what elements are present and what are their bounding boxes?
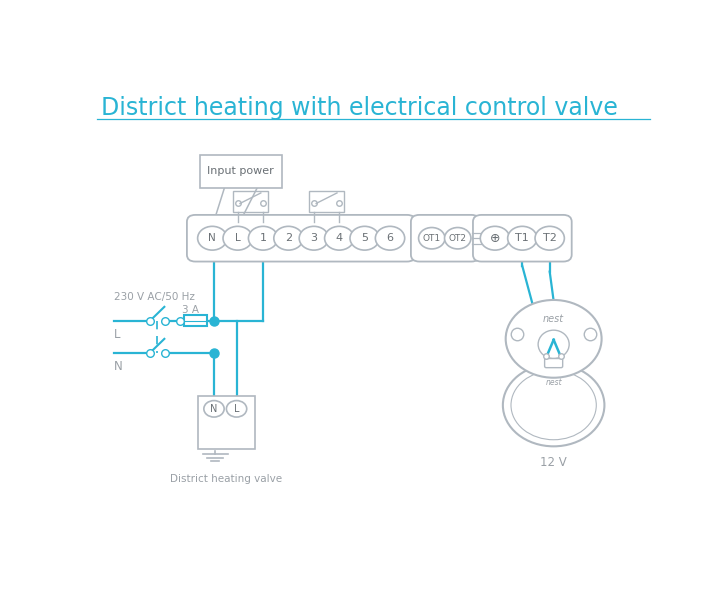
Circle shape bbox=[197, 226, 227, 250]
Circle shape bbox=[376, 226, 405, 250]
Text: Input power: Input power bbox=[207, 166, 274, 176]
Text: 3: 3 bbox=[310, 233, 317, 243]
Text: nest: nest bbox=[545, 378, 562, 387]
Text: 12 V: 12 V bbox=[540, 456, 567, 469]
Text: 3 A: 3 A bbox=[182, 305, 199, 315]
Text: 6: 6 bbox=[387, 233, 394, 243]
Circle shape bbox=[419, 228, 445, 249]
Text: District heating with electrical control valve: District heating with electrical control… bbox=[101, 96, 618, 121]
Circle shape bbox=[506, 300, 601, 378]
Circle shape bbox=[204, 400, 224, 417]
Text: ⊕: ⊕ bbox=[490, 232, 500, 245]
Ellipse shape bbox=[538, 330, 569, 359]
Text: N: N bbox=[210, 404, 218, 414]
Bar bbox=[198, 396, 255, 448]
Circle shape bbox=[223, 226, 253, 250]
Bar bbox=[233, 191, 268, 211]
Circle shape bbox=[274, 226, 303, 250]
Circle shape bbox=[226, 400, 247, 417]
Text: 230 V AC/50 Hz: 230 V AC/50 Hz bbox=[114, 292, 194, 302]
Text: 2: 2 bbox=[285, 233, 292, 243]
Text: OT1: OT1 bbox=[423, 233, 441, 243]
Text: 4: 4 bbox=[336, 233, 343, 243]
Text: 1: 1 bbox=[260, 233, 266, 243]
FancyBboxPatch shape bbox=[545, 359, 563, 368]
Text: 5: 5 bbox=[361, 233, 368, 243]
Text: OT2: OT2 bbox=[448, 233, 467, 243]
Bar bbox=[184, 315, 207, 326]
Circle shape bbox=[325, 226, 354, 250]
Circle shape bbox=[350, 226, 379, 250]
Text: T2: T2 bbox=[543, 233, 557, 243]
Circle shape bbox=[507, 226, 537, 250]
Circle shape bbox=[299, 226, 328, 250]
Circle shape bbox=[445, 228, 471, 249]
Text: nest: nest bbox=[543, 314, 564, 324]
Bar bbox=[200, 155, 282, 188]
Text: N: N bbox=[114, 360, 122, 373]
FancyBboxPatch shape bbox=[187, 215, 416, 261]
Text: District heating valve: District heating valve bbox=[170, 474, 282, 484]
Text: L: L bbox=[234, 404, 240, 414]
FancyBboxPatch shape bbox=[411, 215, 480, 261]
Circle shape bbox=[535, 226, 564, 250]
Text: N: N bbox=[208, 233, 216, 243]
Circle shape bbox=[480, 226, 510, 250]
Circle shape bbox=[503, 364, 604, 446]
Text: L: L bbox=[114, 328, 120, 341]
Circle shape bbox=[248, 226, 278, 250]
Bar bbox=[309, 191, 344, 211]
Text: T1: T1 bbox=[515, 233, 529, 243]
Text: L: L bbox=[235, 233, 240, 243]
FancyBboxPatch shape bbox=[473, 215, 571, 261]
